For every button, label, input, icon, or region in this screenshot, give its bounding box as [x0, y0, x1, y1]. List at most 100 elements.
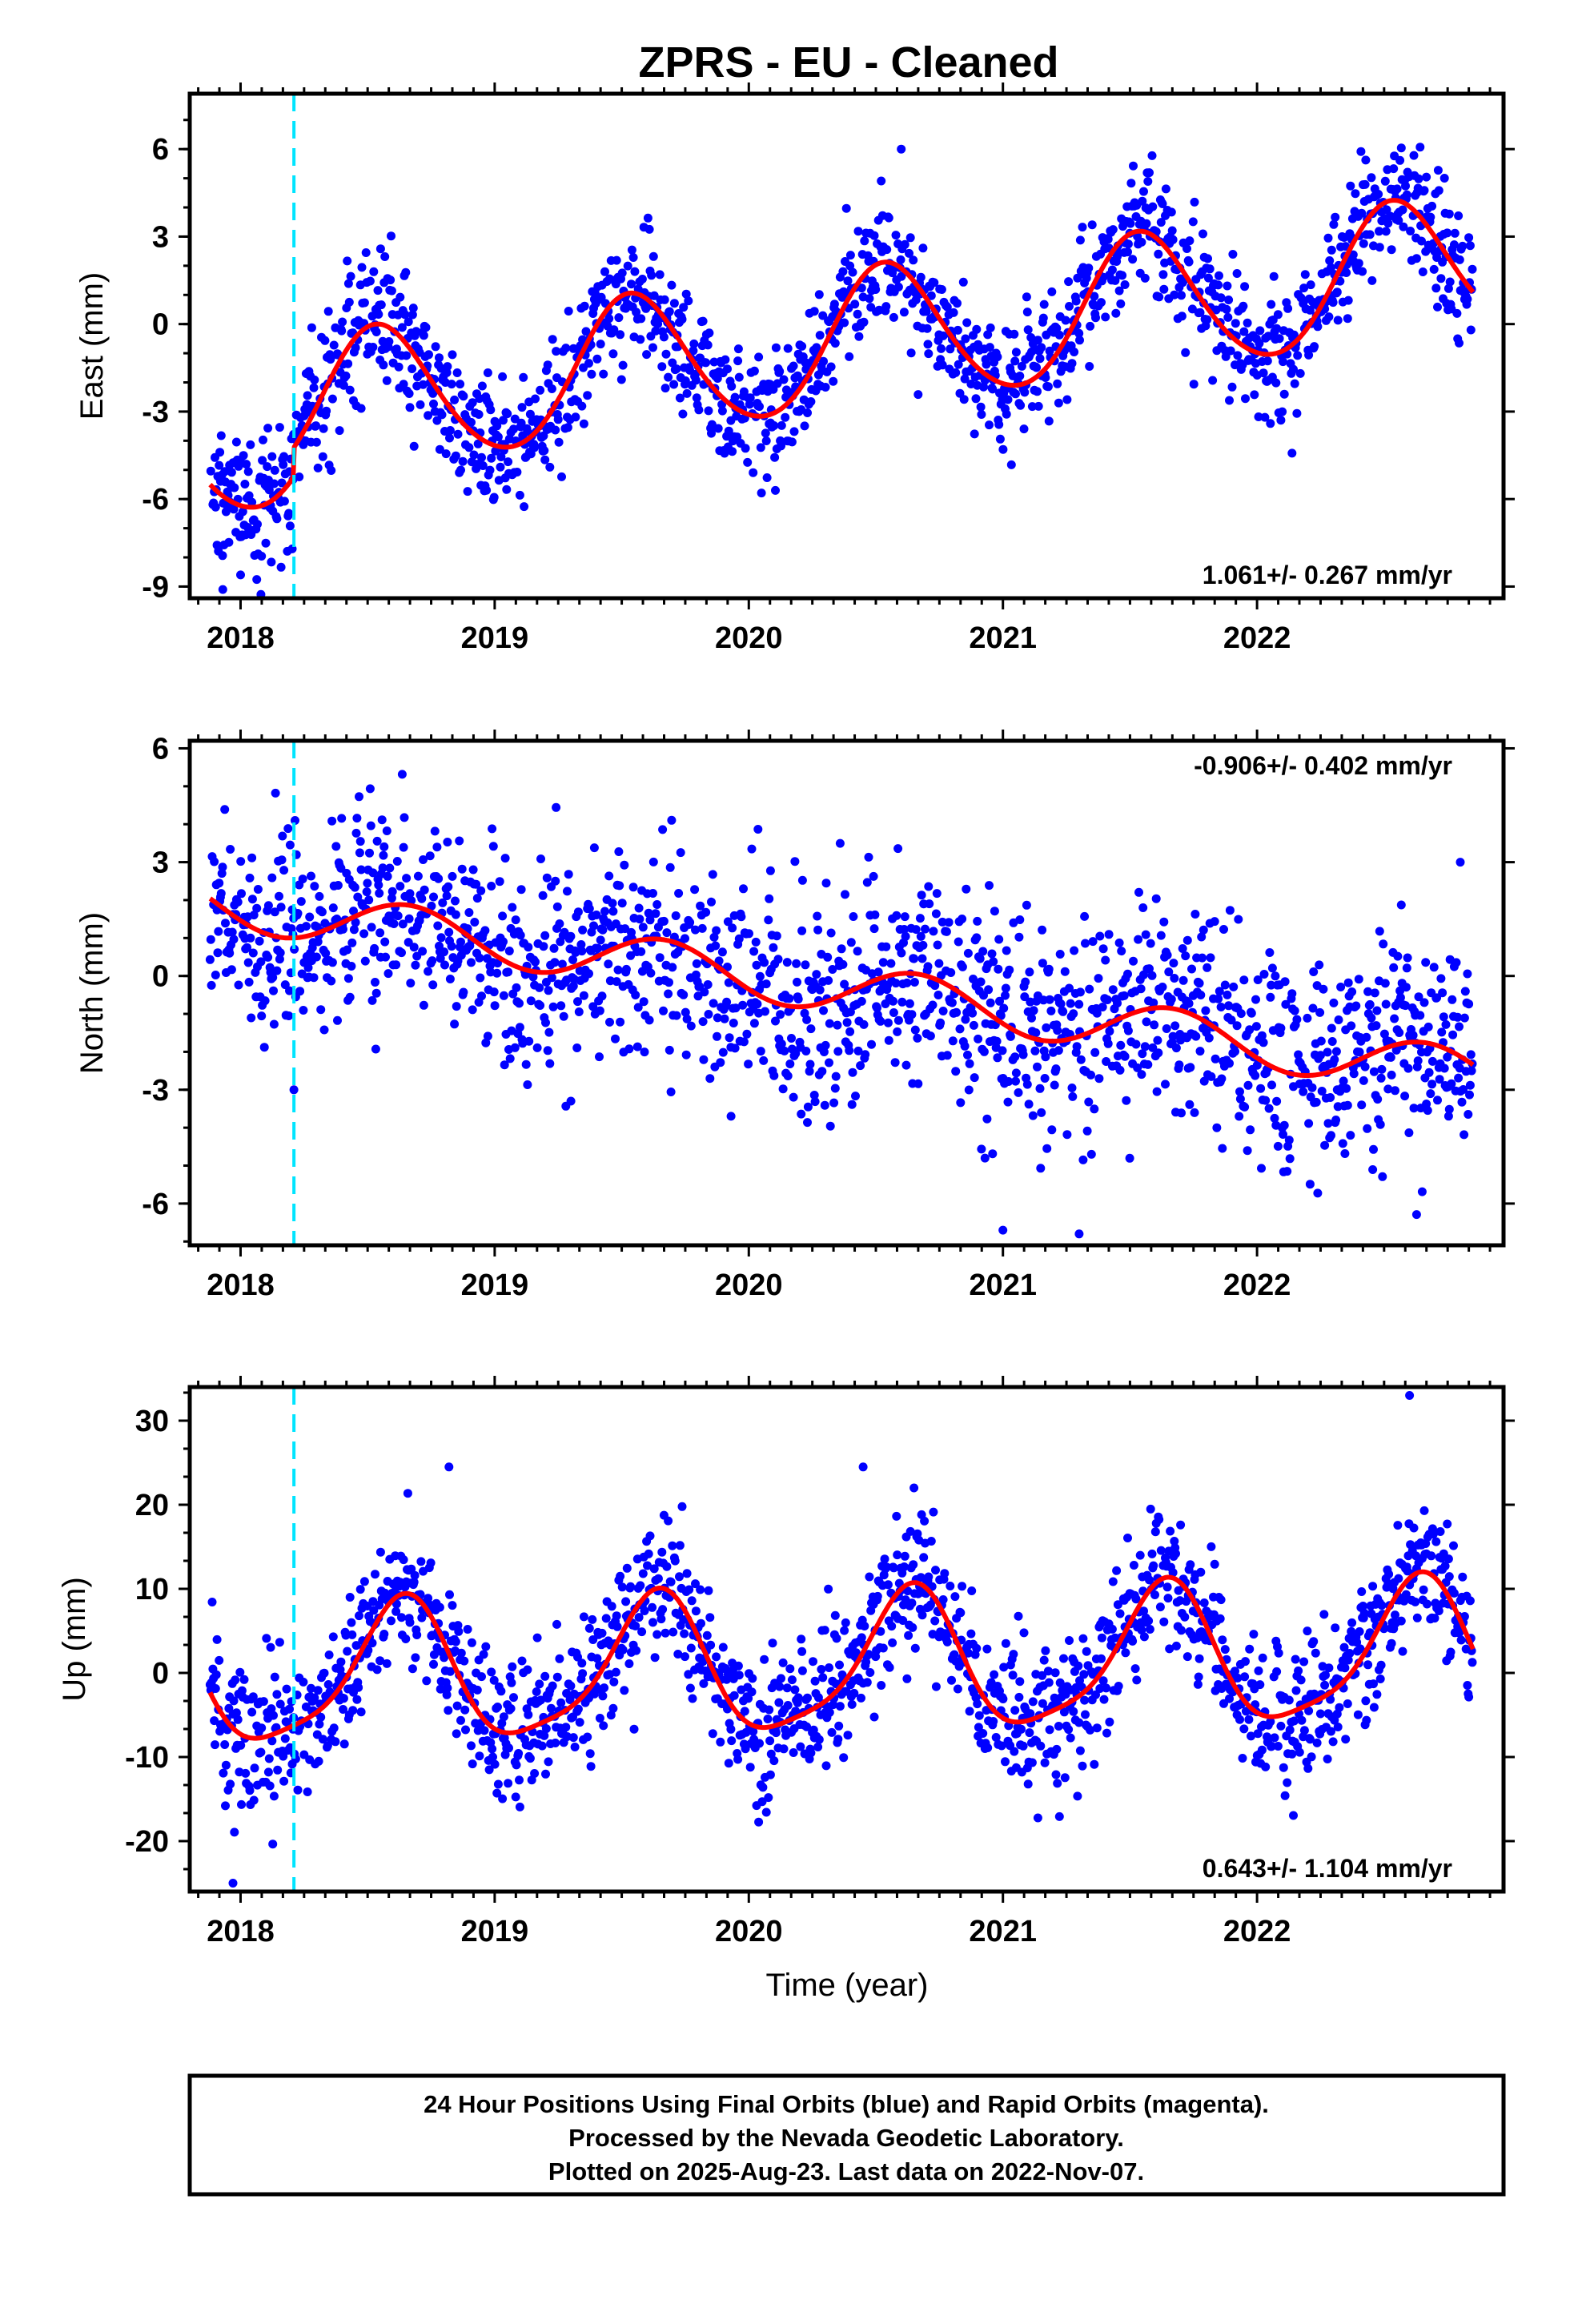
data-point [515, 1802, 524, 1811]
data-point [679, 303, 689, 312]
data-point [1031, 1028, 1041, 1038]
data-point [1197, 932, 1207, 942]
data-point [1225, 1059, 1234, 1068]
data-point [351, 918, 360, 927]
data-point [992, 1036, 1002, 1046]
data-point [640, 1047, 649, 1057]
data-point [555, 1654, 564, 1663]
data-point [477, 991, 486, 1001]
data-point [783, 344, 793, 353]
data-point [216, 431, 226, 440]
data-point [1340, 1149, 1350, 1158]
data-point [813, 1693, 823, 1703]
data-point [512, 468, 522, 476]
data-point [1229, 982, 1239, 991]
data-point [1215, 1614, 1225, 1623]
data-point [257, 1011, 267, 1021]
east-rate-label: 1.061+/- 0.267 mm/yr [1203, 561, 1452, 589]
data-point [1168, 1568, 1178, 1578]
data-point [1011, 1068, 1021, 1078]
data-point [284, 509, 294, 518]
data-point [1090, 292, 1099, 301]
data-point [495, 877, 504, 887]
data-point [813, 911, 822, 921]
data-point [1240, 282, 1250, 292]
data-point [515, 999, 524, 1008]
data-point [419, 380, 428, 389]
data-point [1033, 387, 1042, 396]
data-point [270, 465, 279, 475]
data-point [923, 340, 933, 349]
x-tick-label: 2019 [461, 1269, 529, 1302]
data-point [1117, 947, 1126, 956]
data-point [1107, 265, 1117, 275]
data-point [279, 460, 288, 469]
data-point [1295, 368, 1305, 378]
data-point [271, 788, 280, 798]
data-point [1415, 143, 1425, 152]
data-point [745, 929, 753, 939]
data-point [1037, 1108, 1046, 1117]
data-point [691, 970, 701, 979]
data-point [508, 1662, 517, 1671]
data-point [806, 1024, 816, 1034]
data-point [386, 275, 396, 285]
data-point [701, 358, 711, 368]
data-point [256, 589, 266, 598]
data-point [1452, 308, 1462, 318]
data-point [1427, 201, 1437, 211]
data-point [279, 497, 289, 506]
data-point [873, 1003, 881, 1013]
data-point [775, 367, 785, 376]
data-point [211, 1670, 221, 1679]
data-point [1463, 295, 1472, 304]
data-point [211, 1740, 219, 1750]
data-point [648, 889, 657, 898]
data-point [1182, 935, 1192, 945]
data-point [1108, 985, 1118, 995]
data-point [464, 908, 474, 917]
data-point [1092, 1723, 1102, 1733]
data-point [963, 1648, 973, 1658]
data-point [1439, 1063, 1449, 1073]
data-point [369, 1606, 379, 1615]
data-point [1038, 1671, 1047, 1680]
data-point [1023, 1779, 1033, 1789]
data-point [573, 1704, 583, 1714]
data-point [1033, 1062, 1042, 1072]
data-point [221, 507, 231, 517]
data-point [771, 485, 780, 495]
data-point [405, 889, 415, 899]
data-point [1195, 308, 1205, 317]
data-point [436, 954, 445, 963]
data-point [472, 894, 482, 903]
data-point [793, 977, 801, 987]
data-point [1307, 1752, 1316, 1762]
data-point [393, 911, 403, 921]
data-point [859, 1019, 869, 1029]
data-point [1269, 271, 1279, 281]
data-point [889, 1008, 898, 1017]
data-point [1347, 1021, 1356, 1031]
data-point [1221, 352, 1231, 361]
data-point [213, 948, 223, 958]
data-point [1418, 267, 1427, 276]
data-point [453, 429, 463, 439]
data-point [1271, 378, 1281, 388]
data-point [901, 931, 910, 941]
data-point [447, 380, 456, 389]
data-point [917, 954, 927, 963]
data-point [818, 311, 828, 320]
north-plot-area [205, 741, 1477, 1245]
data-point [677, 315, 687, 324]
data-point [1039, 300, 1049, 309]
data-point [845, 1046, 854, 1055]
data-point [762, 473, 772, 482]
data-point [604, 314, 614, 324]
data-point [608, 899, 617, 908]
data-point [1224, 1001, 1234, 1011]
data-point [789, 361, 798, 371]
data-point [797, 875, 807, 885]
data-point [902, 978, 912, 987]
data-point [578, 335, 588, 344]
